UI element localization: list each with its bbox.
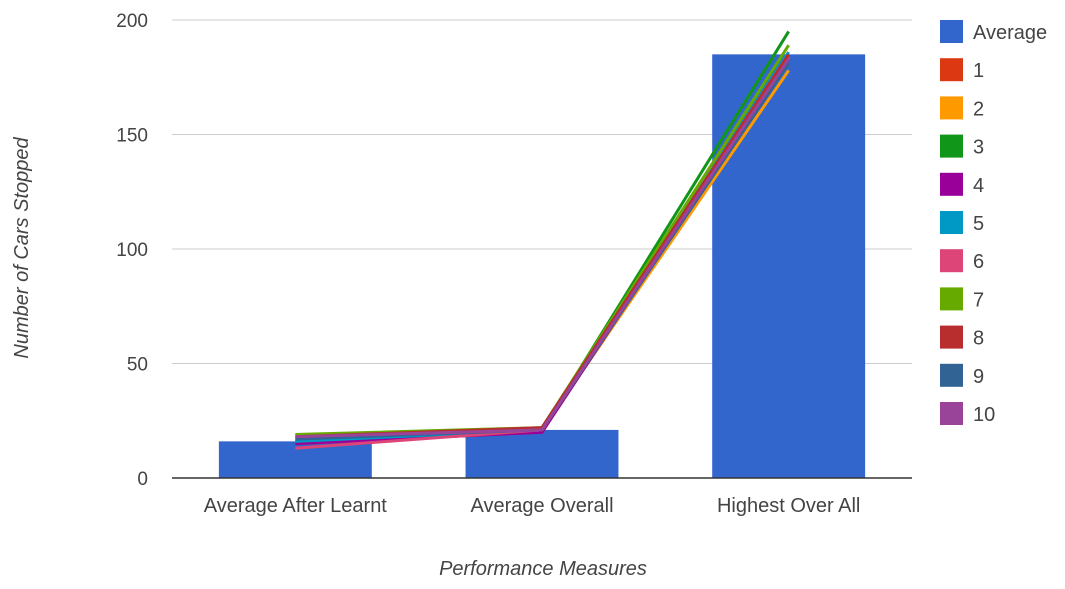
legend-label: 2	[973, 98, 984, 120]
legend-item: 4	[940, 172, 984, 197]
legend-label: 9	[973, 366, 984, 388]
legend-label: 5	[973, 213, 984, 235]
legend-item: 1	[940, 58, 984, 82]
legend-swatch	[940, 96, 963, 120]
legend-item: 5	[940, 211, 984, 235]
legend-swatch	[940, 134, 963, 158]
legend-item: 7	[940, 287, 984, 311]
legend-label: 7	[973, 289, 984, 311]
legend: Average 1 2 3 4 5 6 7 8 9 10	[940, 20, 1047, 426]
x-tick-label: Average Overall	[470, 495, 613, 517]
bar-average	[465, 429, 619, 478]
bar-layer	[218, 54, 866, 478]
y-tick-label: 200	[116, 11, 148, 32]
y-axis-title: Number of Cars Stopped	[11, 137, 33, 359]
legend-swatch	[940, 363, 963, 387]
axis-layer: 0 50 100 150 200 Average After Learnt Average …	[116, 11, 912, 517]
legend-swatch	[940, 58, 963, 82]
legend-swatch	[940, 287, 963, 311]
legend-item: 9	[940, 363, 984, 388]
y-tick-label: 50	[127, 355, 148, 376]
legend-item: 8	[940, 325, 984, 350]
legend-swatch	[940, 20, 963, 43]
legend-swatch	[940, 402, 963, 425]
y-tick-label: 0	[137, 469, 148, 490]
legend-label: 1	[973, 60, 984, 82]
legend-label: 6	[973, 251, 984, 273]
legend-item: Average	[940, 20, 1047, 44]
y-tick-label: 150	[116, 126, 148, 147]
legend-swatch	[940, 211, 963, 234]
legend-label: 8	[973, 328, 984, 350]
y-tick-label: 100	[116, 240, 148, 261]
legend-swatch	[940, 172, 963, 196]
legend-item: 2	[940, 96, 984, 120]
legend-swatch	[940, 325, 963, 349]
x-tick-label: Average After Learnt	[204, 495, 388, 517]
legend-item: 3	[940, 134, 984, 159]
legend-label: 4	[973, 175, 984, 197]
legend-item: 6	[940, 249, 984, 273]
line-series-10	[295, 58, 790, 439]
legend-label: 10	[973, 404, 995, 426]
legend-label: 3	[973, 137, 984, 159]
legend-swatch	[940, 249, 963, 273]
legend-item: 10	[940, 402, 995, 426]
x-tick-label: Highest Over All	[717, 495, 860, 517]
line-layer	[295, 30, 790, 450]
x-axis-title: Performance Measures	[439, 558, 647, 580]
legend-label: Average	[973, 22, 1047, 44]
